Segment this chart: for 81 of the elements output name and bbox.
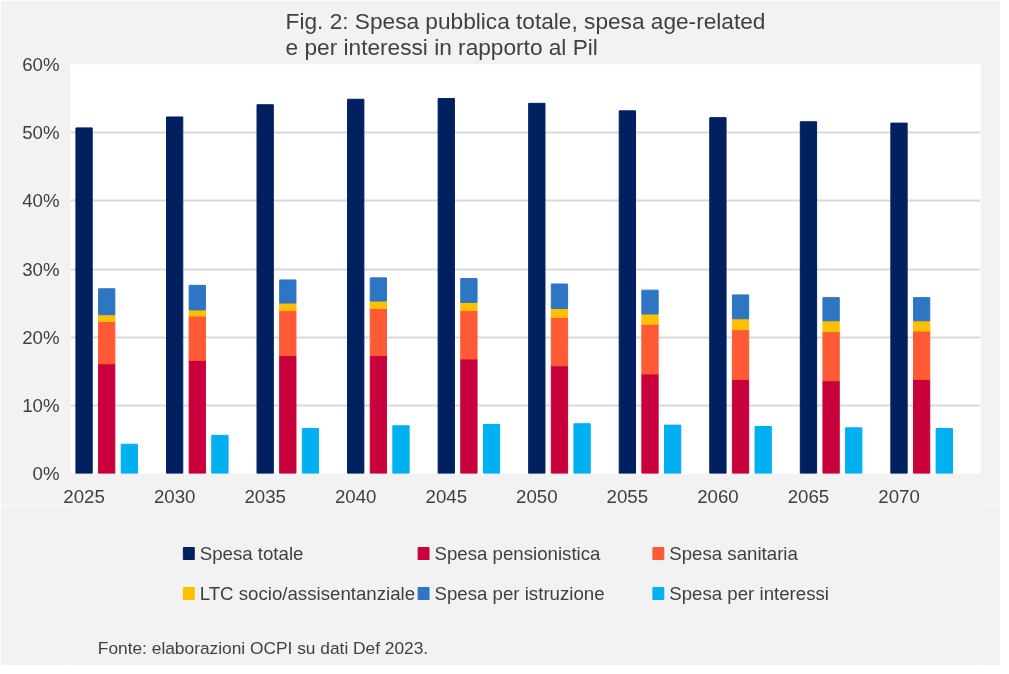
chart-title: Fig. 2: Spesa pubblica totale, spesa age-related e per interessi in rapporto al Pil [285, 7, 766, 60]
legend-label: Spesa totale [199, 543, 304, 564]
bar [460, 358, 478, 474]
bar [256, 104, 274, 474]
bar [188, 315, 206, 361]
y-tick-label: 20% [22, 326, 60, 348]
bar [935, 428, 953, 474]
y-tick-label: 40% [22, 190, 60, 212]
bar [822, 320, 840, 333]
bar [437, 98, 455, 474]
bar [550, 365, 569, 474]
bar [460, 278, 478, 303]
bar [731, 318, 750, 331]
legend-label: Spesa sanitaria [669, 543, 799, 564]
bar [188, 284, 206, 311]
bar [98, 320, 116, 365]
bar [913, 378, 931, 474]
bar [663, 424, 682, 474]
x-tick-label: 2025 [63, 485, 105, 507]
bar [98, 288, 116, 316]
bar [347, 98, 365, 474]
bar [369, 355, 388, 474]
bar [279, 310, 297, 357]
x-tick-label: 2035 [244, 485, 286, 507]
bar [890, 122, 908, 474]
bar [120, 443, 138, 474]
x-tick-label: 2055 [606, 485, 649, 507]
bar [279, 279, 297, 304]
bar [550, 283, 569, 310]
bar [460, 310, 478, 360]
legend-label: Spesa per interessi [669, 583, 829, 604]
x-tick-label: 2060 [697, 485, 739, 507]
bar [211, 434, 229, 474]
bar [641, 373, 659, 474]
bar [528, 102, 546, 474]
y-tick-label: 60% [22, 54, 60, 75]
bar [822, 331, 840, 382]
bar [709, 117, 727, 474]
x-tick-label: 2040 [334, 485, 377, 507]
bar [550, 308, 569, 318]
bar [75, 127, 93, 474]
bar [98, 363, 116, 474]
bar [550, 316, 569, 367]
bar [754, 425, 772, 474]
legend-label: Spesa pensionistica [434, 543, 602, 564]
x-tick-label: 2050 [516, 485, 558, 507]
bar [369, 308, 388, 357]
legend-label: LTC socio/assisentanziale [199, 583, 416, 604]
bar [98, 314, 116, 322]
legend-label: Spesa per istruzione [434, 583, 605, 604]
bar [188, 359, 206, 474]
bar [482, 423, 501, 474]
bar [641, 323, 659, 375]
bar [618, 110, 637, 474]
bar [641, 289, 659, 315]
bar [731, 294, 750, 320]
bar [913, 297, 931, 322]
bar [641, 313, 659, 325]
bar [822, 380, 840, 474]
bar [913, 320, 931, 332]
y-tick-label: 0% [32, 463, 60, 484]
x-tick-label: 2045 [425, 485, 468, 507]
y-tick-label: 50% [22, 122, 60, 144]
bar [731, 329, 750, 380]
bar [301, 428, 320, 474]
bar [913, 330, 931, 380]
bar [822, 297, 840, 322]
y-tick-label: 30% [22, 258, 60, 280]
x-tick-label: 2030 [153, 485, 196, 507]
bar [165, 116, 184, 474]
bar [845, 427, 863, 474]
bar [279, 355, 297, 474]
y-tick-label: 10% [22, 394, 60, 416]
x-tick-label: 2065 [787, 485, 830, 507]
bar [731, 378, 750, 474]
bar [369, 277, 388, 302]
source-note: Fonte: elaborazioni OCPI su dati Def 2023. [97, 637, 429, 658]
x-tick-label: 2070 [878, 485, 920, 507]
bar [573, 423, 591, 474]
bar [460, 301, 478, 312]
bar [392, 425, 410, 474]
